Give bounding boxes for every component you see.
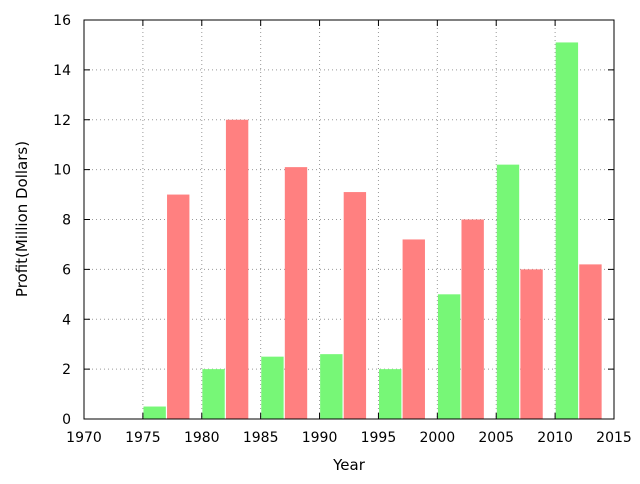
x-axis-label: Year [332,456,366,474]
x-tick-label: 2010 [537,430,573,446]
y-tick-label: 4 [62,312,71,328]
x-tick-label: 2000 [420,430,456,446]
y-tick-label: 6 [62,262,71,278]
bar-series-2-1983 [225,119,249,419]
x-tick-label: 1980 [184,430,220,446]
bar-series-2-1988 [284,167,308,419]
bar-series-1-1996 [379,369,402,419]
bar-series-2-2008 [520,269,543,419]
bar-series-1-2001 [437,294,461,419]
y-tick-label: 16 [53,13,71,29]
bar-series-2-2013 [579,264,602,419]
y-tick-label: 12 [53,113,71,129]
bar-series-2-1978 [167,194,190,419]
y-tick-label: 14 [53,63,71,79]
axis-ticks: 1970 1975 1980 1985 1990 1995 2000 2005 2010 2015… [53,13,632,446]
y-axis-label: Profit(Million Dollars) [13,141,31,297]
bar-series-1-2006 [496,164,520,419]
x-tick-label: 1990 [302,430,338,446]
y-tick-label: 10 [53,163,71,179]
x-tick-label: 1975 [125,430,161,446]
bar-series-1-1991 [320,354,343,419]
bars [143,42,602,419]
bar-series-1-1986 [261,356,284,419]
y-tick-label: 0 [62,412,71,428]
y-tick-label: 8 [62,213,71,229]
bar-series-1-1976 [143,406,166,419]
x-tick-label: 2015 [596,430,632,446]
x-tick-label: 2005 [478,430,514,446]
x-tick-label: 1970 [66,430,102,446]
y-tick-label: 2 [62,362,71,378]
bar-series-1-2011 [555,42,579,419]
bar-series-1-1981 [202,369,225,419]
bar-series-2-2003 [461,219,484,419]
bar-series-2-1993 [343,192,367,419]
bar-series-2-1998 [402,239,425,419]
x-tick-label: 1995 [361,430,397,446]
x-tick-label: 1985 [243,430,279,446]
